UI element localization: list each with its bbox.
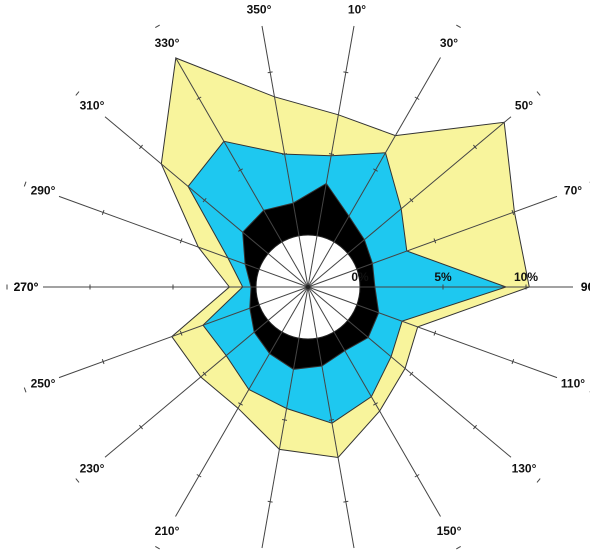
spoke-170	[307, 286, 355, 549]
spoke-tick	[282, 419, 288, 421]
direction-label-30: 30°	[440, 36, 458, 50]
direction-label-250: 250°	[31, 376, 56, 390]
spoke-tick	[282, 153, 288, 155]
spoke-tick	[328, 153, 334, 155]
spoke-350	[261, 25, 309, 288]
direction-label-330: 330°	[155, 36, 180, 50]
spoke-tick	[373, 168, 378, 172]
spoke-tick	[101, 209, 105, 215]
spoke-tick	[409, 371, 414, 377]
direction-label-270: 270°	[14, 280, 39, 294]
direction-label-50: 50°	[515, 99, 533, 113]
spoke-130	[307, 286, 512, 458]
spoke-tick	[179, 238, 183, 244]
direction-label-70: 70°	[564, 184, 582, 198]
spoke-tick	[267, 500, 273, 503]
spoke-tick	[23, 387, 27, 393]
direction-label-350: 350°	[247, 2, 272, 16]
spoke-tick	[75, 91, 80, 96]
spoke-tick	[473, 424, 477, 430]
spoke-tick	[75, 478, 80, 483]
spoke-tick	[409, 197, 414, 203]
direction-label-310: 310°	[80, 99, 105, 113]
spoke-210	[175, 286, 309, 517]
spoke-tick	[101, 359, 105, 365]
spoke-tick	[456, 545, 461, 550]
spoke-tick	[536, 91, 541, 96]
spoke-190	[261, 286, 309, 549]
spoke-110	[307, 286, 558, 379]
spoke-tick	[202, 197, 207, 203]
direction-label-10: 10°	[348, 2, 366, 16]
spoke-310	[104, 116, 309, 288]
spoke-tick	[414, 96, 420, 100]
direction-label-130: 130°	[512, 461, 537, 475]
spoke-250	[58, 286, 309, 379]
spoke-tick	[456, 24, 461, 29]
spoke-230	[104, 286, 309, 458]
spoke-tick	[139, 144, 143, 150]
spoke-tick	[511, 359, 515, 365]
spoke-tick	[155, 545, 160, 550]
spoke-tick	[267, 71, 273, 74]
spoke-10	[307, 25, 355, 288]
spoke-tick	[414, 474, 420, 478]
spoke-tick	[238, 168, 243, 172]
spoke-tick	[511, 209, 515, 215]
spoke-tick	[155, 24, 160, 29]
direction-label-90: 90°	[581, 280, 590, 294]
spoke-50	[307, 116, 512, 288]
radial-tick-label-0: 0%	[351, 270, 369, 284]
spoke-tick	[433, 330, 437, 336]
spoke-tick	[373, 402, 378, 406]
spoke-tick	[23, 181, 27, 187]
direction-label-110: 110°	[561, 376, 585, 390]
spoke-tick	[179, 330, 183, 336]
radial-tick-label-5: 5%	[434, 270, 452, 284]
direction-label-270: 270°	[14, 280, 39, 294]
spoke-150	[307, 286, 441, 517]
spoke-30	[307, 57, 441, 288]
radial-tick-label-10: 10%	[514, 270, 538, 284]
center-point	[306, 285, 310, 289]
direction-label-230: 230°	[80, 461, 105, 475]
direction-label-290: 290°	[31, 184, 56, 198]
spoke-tick	[238, 402, 243, 406]
spoke-70	[307, 195, 558, 288]
spoke-tick	[536, 478, 541, 483]
spoke-330	[175, 57, 309, 288]
spoke-tick	[328, 419, 334, 421]
direction-label-90: 90°	[581, 280, 590, 294]
spoke-tick	[343, 500, 349, 503]
spoke-tick	[202, 371, 207, 377]
spoke-tick	[196, 474, 202, 478]
spoke-tick	[473, 144, 477, 150]
spoke-tick	[343, 71, 349, 74]
spoke-tick	[196, 96, 202, 100]
direction-label-150: 150°	[437, 524, 462, 538]
direction-label-210: 210°	[155, 524, 180, 538]
spoke-tick	[433, 238, 437, 244]
spoke-290	[58, 195, 309, 288]
spoke-tick	[139, 424, 143, 430]
